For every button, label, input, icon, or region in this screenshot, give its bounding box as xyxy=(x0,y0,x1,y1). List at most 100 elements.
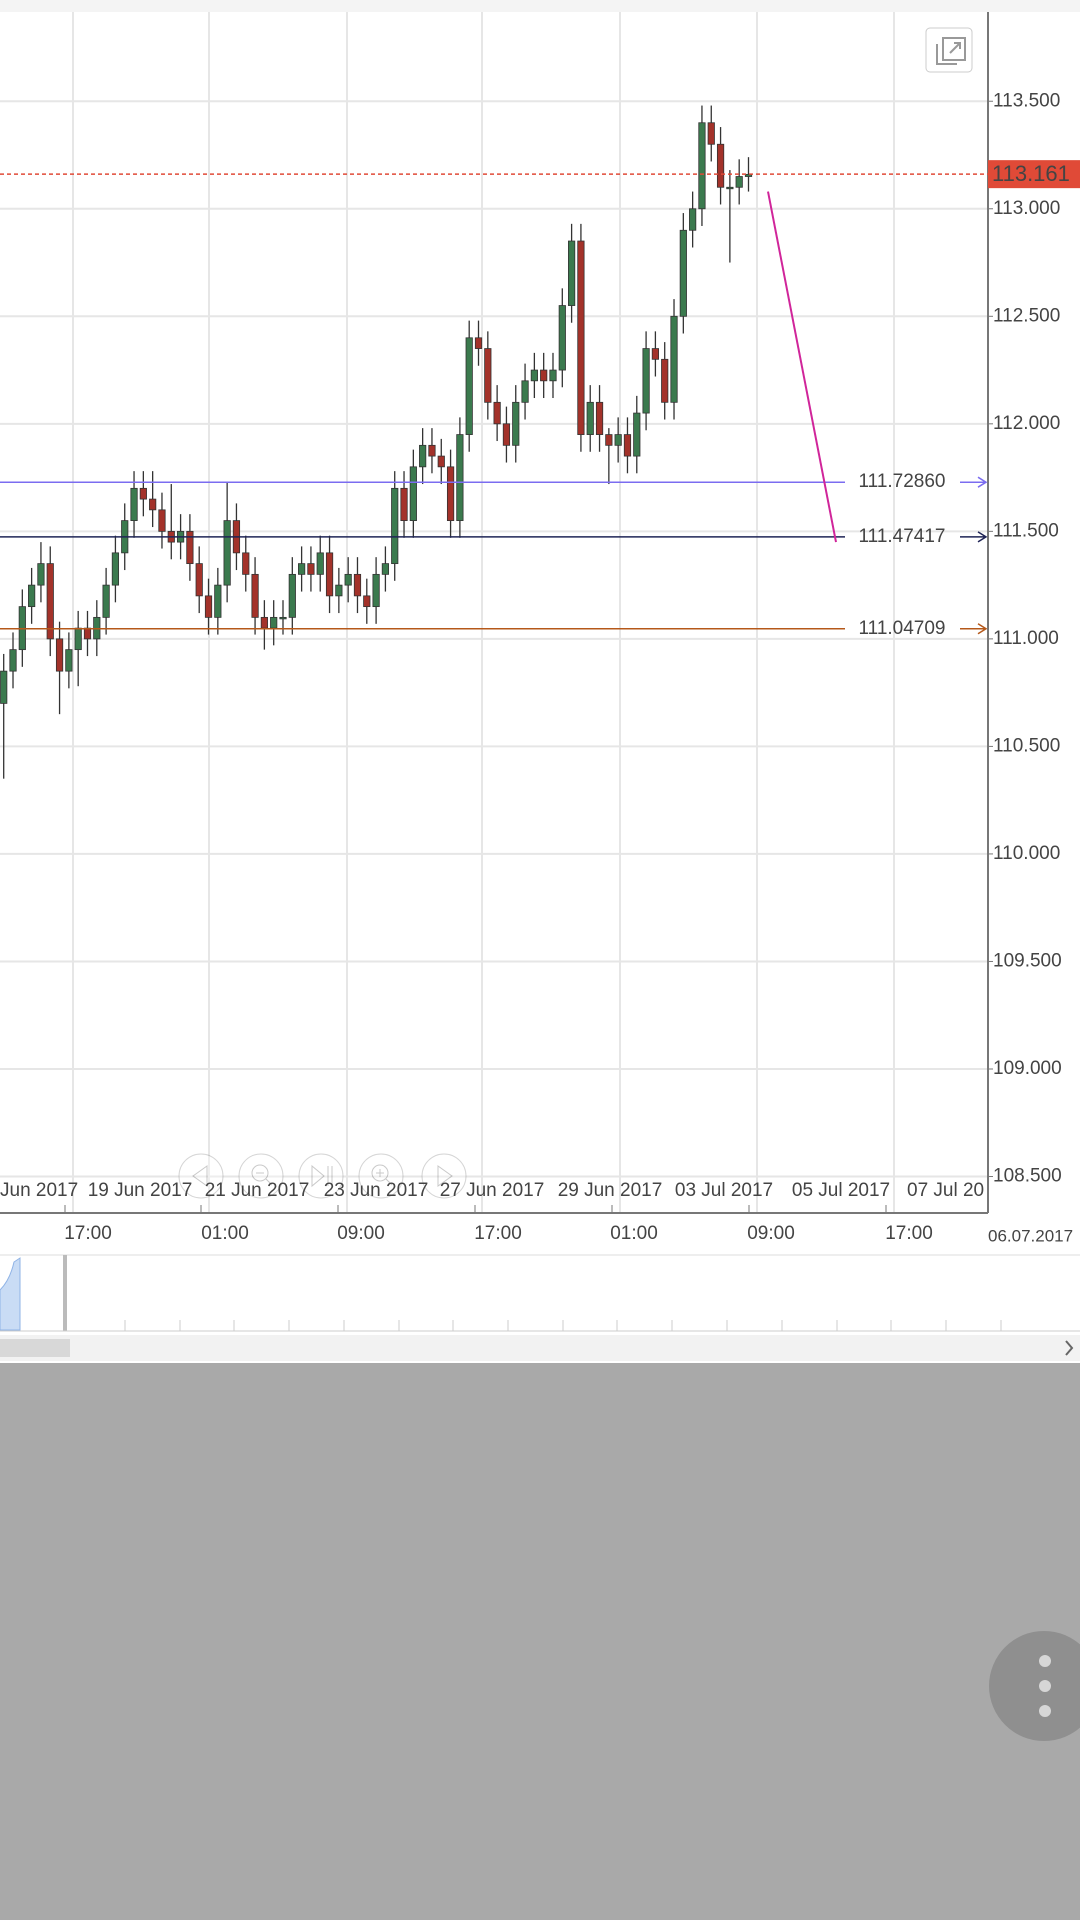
navigator xyxy=(0,1254,1080,1332)
candle-body xyxy=(223,520,231,586)
candle-body xyxy=(335,584,343,597)
candle-body xyxy=(512,401,520,446)
date-label: Jun 2017 xyxy=(0,1180,78,1201)
candle-body xyxy=(0,670,8,704)
y-tick-label: 110.000 xyxy=(993,843,1060,864)
y-tick-label: 108.500 xyxy=(993,1166,1062,1187)
zoom-out-button[interactable] xyxy=(238,1153,284,1199)
candle-body xyxy=(298,563,306,575)
candle-body xyxy=(130,487,138,522)
date-label: 29 Jun 2017 xyxy=(558,1180,663,1201)
y-tick-label: 109.500 xyxy=(993,950,1062,971)
icon xyxy=(192,1165,208,1187)
y-tick-label: 113.000 xyxy=(993,198,1060,219)
y-tick-label: 111.000 xyxy=(993,628,1059,649)
y-tick-label: 110.500 xyxy=(993,735,1060,756)
candle-body xyxy=(139,487,147,500)
candle-body xyxy=(605,434,613,446)
candle-body xyxy=(316,552,324,575)
candle-body xyxy=(735,176,743,188)
y-tick-label: 112.500 xyxy=(993,305,1060,326)
candle-body xyxy=(446,466,455,522)
scroll-arrow[interactable] xyxy=(1065,1340,1074,1356)
y-tick-label: 112.000 xyxy=(993,413,1060,434)
candle-body xyxy=(325,552,334,597)
candle-body xyxy=(614,434,622,446)
candle-body xyxy=(74,627,82,651)
scrollbar[interactable] xyxy=(0,1335,1080,1361)
candle-body xyxy=(568,240,576,306)
level-arrow xyxy=(960,623,988,635)
date-label: 05 Jul 2017 xyxy=(792,1180,890,1201)
candle-body xyxy=(428,444,436,457)
candle-body xyxy=(83,627,92,640)
candle-body xyxy=(651,348,660,360)
icon xyxy=(311,1164,333,1188)
candle-body xyxy=(46,563,54,640)
candle-body xyxy=(642,348,650,414)
navigator-ticks xyxy=(124,1320,1002,1331)
date-label: 03 Jul 2017 xyxy=(675,1180,773,1201)
candle-body xyxy=(149,498,157,511)
candle-body xyxy=(437,455,445,468)
candle-body xyxy=(251,573,259,618)
fab-circle[interactable] xyxy=(989,1631,1080,1741)
menu-fab[interactable] xyxy=(989,1631,1080,1741)
end-date-label: 06.07.2017 xyxy=(988,1226,1073,1245)
candle-body xyxy=(595,401,604,435)
candle-body xyxy=(400,487,408,522)
time-label: 01:00 xyxy=(201,1223,249,1244)
candle-body xyxy=(111,552,120,586)
scroll-left-button[interactable] xyxy=(178,1153,224,1199)
candle-body xyxy=(204,595,213,618)
navigator-handle[interactable] xyxy=(63,1255,67,1331)
level-label: 111.72860 xyxy=(859,471,946,492)
nav-controls xyxy=(178,1153,467,1199)
fab-dot xyxy=(1039,1655,1051,1667)
candle-body xyxy=(260,616,268,629)
candle-body xyxy=(372,573,380,608)
y-tick-label: 111.500 xyxy=(993,520,1059,541)
candle-body xyxy=(9,649,17,672)
candle-body xyxy=(540,369,548,382)
date-label: 27 Jun 2017 xyxy=(440,1180,545,1201)
expand-button[interactable] xyxy=(925,27,973,73)
candle-body xyxy=(419,444,427,468)
date-label: 21 Jun 2017 xyxy=(205,1180,310,1201)
candle-body xyxy=(744,173,753,177)
expand-icon xyxy=(936,37,966,65)
zoom-in-button[interactable] xyxy=(358,1153,404,1199)
candle-body xyxy=(698,122,706,210)
candle-body xyxy=(586,401,594,435)
fab-dot xyxy=(1039,1680,1051,1692)
candle-body xyxy=(279,616,287,620)
candle-body xyxy=(549,369,557,382)
level-label: 111.47417 xyxy=(859,526,946,547)
scroll-right-button[interactable] xyxy=(421,1153,467,1199)
candle-body xyxy=(679,229,687,317)
candle-body xyxy=(381,563,390,575)
candle-body xyxy=(65,649,73,672)
scrollbar-track[interactable] xyxy=(0,1335,1080,1361)
candle-body xyxy=(28,584,36,608)
candle-body xyxy=(186,530,194,565)
candle-body xyxy=(716,143,725,188)
reset-button[interactable] xyxy=(298,1153,344,1199)
scrollbar-thumb[interactable] xyxy=(0,1339,70,1357)
candle-body xyxy=(521,380,529,403)
candle-body xyxy=(670,315,678,403)
icon xyxy=(437,1165,453,1187)
time-label: 09:00 xyxy=(747,1223,795,1244)
date-label: 19 Jun 2017 xyxy=(88,1180,193,1201)
navigator-series xyxy=(0,1257,21,1331)
candle-body xyxy=(577,240,585,435)
candle-body xyxy=(474,337,483,349)
candle-body xyxy=(726,186,734,190)
candle-body xyxy=(391,487,399,565)
level-arrow xyxy=(960,476,988,488)
y-tick-label: 113.500 xyxy=(993,90,1060,111)
y-tick-label: 109.000 xyxy=(993,1058,1062,1079)
candle-body xyxy=(363,595,371,608)
candle-body xyxy=(456,434,464,522)
